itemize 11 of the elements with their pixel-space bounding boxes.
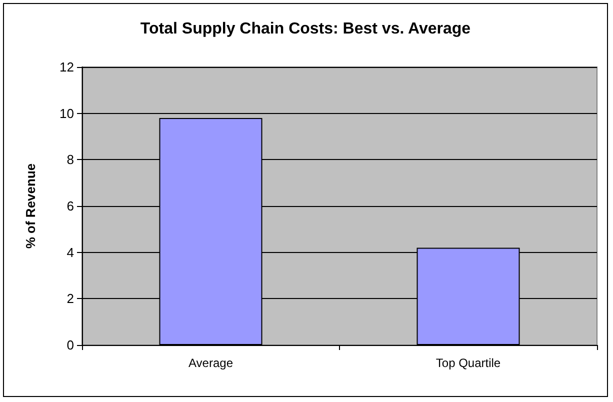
y-tick-label: 6 [66,198,74,214]
y-tick-label: 0 [66,338,74,352]
y-tick-label: 10 [60,106,74,121]
x-tick-label: Average [188,356,234,370]
x-tick-label: Top Quartile [436,356,501,370]
chart-title: Total Supply Chain Costs: Best vs. Average [140,20,471,38]
y-tick-label: 4 [66,244,74,260]
y-tick-label: 2 [66,291,74,306]
y-tick-label: 12 [60,60,74,74]
y-axis-title: % of Revenue [23,163,38,249]
y-tick-label: 8 [66,152,74,168]
